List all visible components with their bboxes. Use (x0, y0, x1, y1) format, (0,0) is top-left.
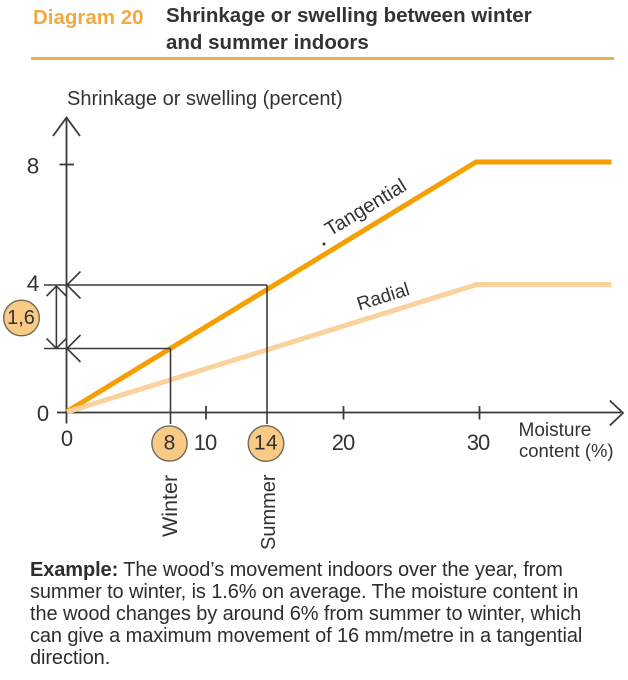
svg-text:14: 14 (254, 432, 278, 455)
svg-text:30: 30 (467, 430, 490, 455)
svg-text:0: 0 (37, 401, 49, 426)
svg-text:Winter: Winter (158, 475, 182, 537)
svg-text:10: 10 (194, 430, 217, 455)
svg-text:20: 20 (332, 430, 355, 455)
svg-text:8: 8 (27, 154, 40, 179)
svg-text:content (%): content (%) (519, 440, 614, 461)
svg-text:1,6: 1,6 (7, 307, 35, 329)
svg-text:4: 4 (27, 271, 40, 296)
svg-text:Shrinkage or swelling (percent: Shrinkage or swelling (percent) (67, 88, 343, 110)
svg-text:8: 8 (164, 432, 176, 455)
svg-text:Moisture: Moisture (519, 420, 592, 441)
svg-text:0: 0 (61, 426, 73, 451)
svg-text:Summer: Summer (258, 474, 280, 550)
